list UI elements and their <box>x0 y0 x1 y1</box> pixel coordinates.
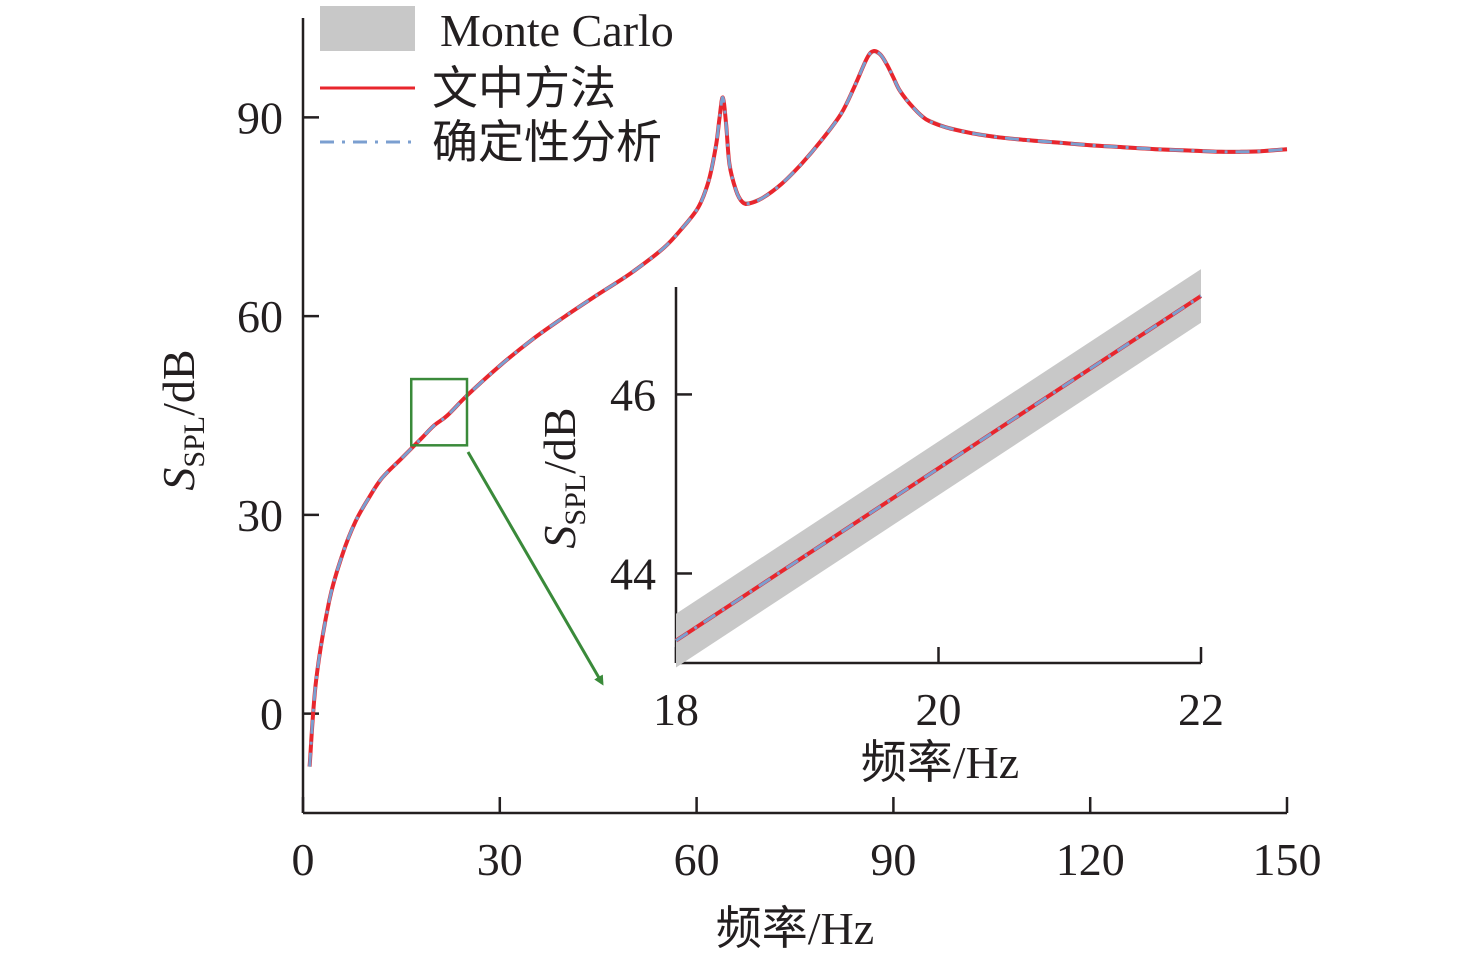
main-series-group <box>307 49 1288 769</box>
inset-series-deterministic-line <box>675 294 1202 642</box>
inset-x-ticks: 18 20 22 <box>653 647 1224 735</box>
main-y-tick-label-3: 90 <box>237 92 283 143</box>
main-x-tick-label-4: 120 <box>1056 834 1125 885</box>
zoom-box <box>409 377 469 447</box>
main-y-tick-label-2: 60 <box>237 291 283 342</box>
inset-y-axis-title: SSPL/dB <box>534 407 592 548</box>
inset-x-axis-title: 频率/Hz <box>861 737 1019 788</box>
inset-series-group <box>674 269 1203 668</box>
main-series-deterministic-line <box>308 49 1288 767</box>
inset-y-tick-label-0: 44 <box>610 548 656 599</box>
svg-text:SSPL/dB: SSPL/dB <box>153 349 211 490</box>
legend-label-monte-carlo: Monte Carlo <box>440 5 674 56</box>
inset-y-axis-title-symbol: S <box>534 526 585 549</box>
main-x-tick-label-0: 0 <box>292 834 315 885</box>
inset-x-tick-label-0: 18 <box>653 684 699 735</box>
inset-y-tick-label-1: 46 <box>610 369 656 420</box>
main-x-tick-label-3: 90 <box>870 834 916 885</box>
zoom-arrow <box>466 451 604 686</box>
main-x-ticks: 0 30 60 90 120 150 <box>292 797 1322 885</box>
main-y-axis-title: SSPL/dB <box>153 349 211 490</box>
main-y-tick-label-1: 30 <box>237 490 283 541</box>
main-y-axis-title-symbol: S <box>153 468 204 491</box>
legend-label-method: 文中方法 <box>432 63 616 114</box>
main-x-axis-title: 频率/Hz <box>716 903 874 954</box>
inset-y-ticks: 44 46 <box>610 369 692 599</box>
inset-x-tick-label-2: 22 <box>1178 684 1224 735</box>
main-y-tick-label-0: 0 <box>260 689 283 740</box>
legend-label-deterministic: 确定性分析 <box>432 117 662 168</box>
main-x-tick-label-1: 30 <box>477 834 523 885</box>
main-y-axis-title-subscript: SPL <box>178 416 211 468</box>
main-y-axis-title-unit: /dB <box>153 349 204 415</box>
svg-text:SSPL/dB: SSPL/dB <box>534 407 592 548</box>
main-axes <box>301 18 1287 815</box>
legend: Monte Carlo 文中方法 确定性分析 <box>320 5 674 168</box>
main-y-ticks: 0 30 60 90 <box>237 92 319 740</box>
main-x-tick-label-2: 60 <box>674 834 720 885</box>
inset-y-axis-title-unit: /dB <box>534 407 585 473</box>
inset-y-axis-title-subscript: SPL <box>559 474 592 526</box>
inset-x-tick-label-1: 20 <box>916 684 962 735</box>
legend-swatch-monte-carlo <box>320 6 415 51</box>
main-x-tick-label-5: 150 <box>1253 834 1322 885</box>
